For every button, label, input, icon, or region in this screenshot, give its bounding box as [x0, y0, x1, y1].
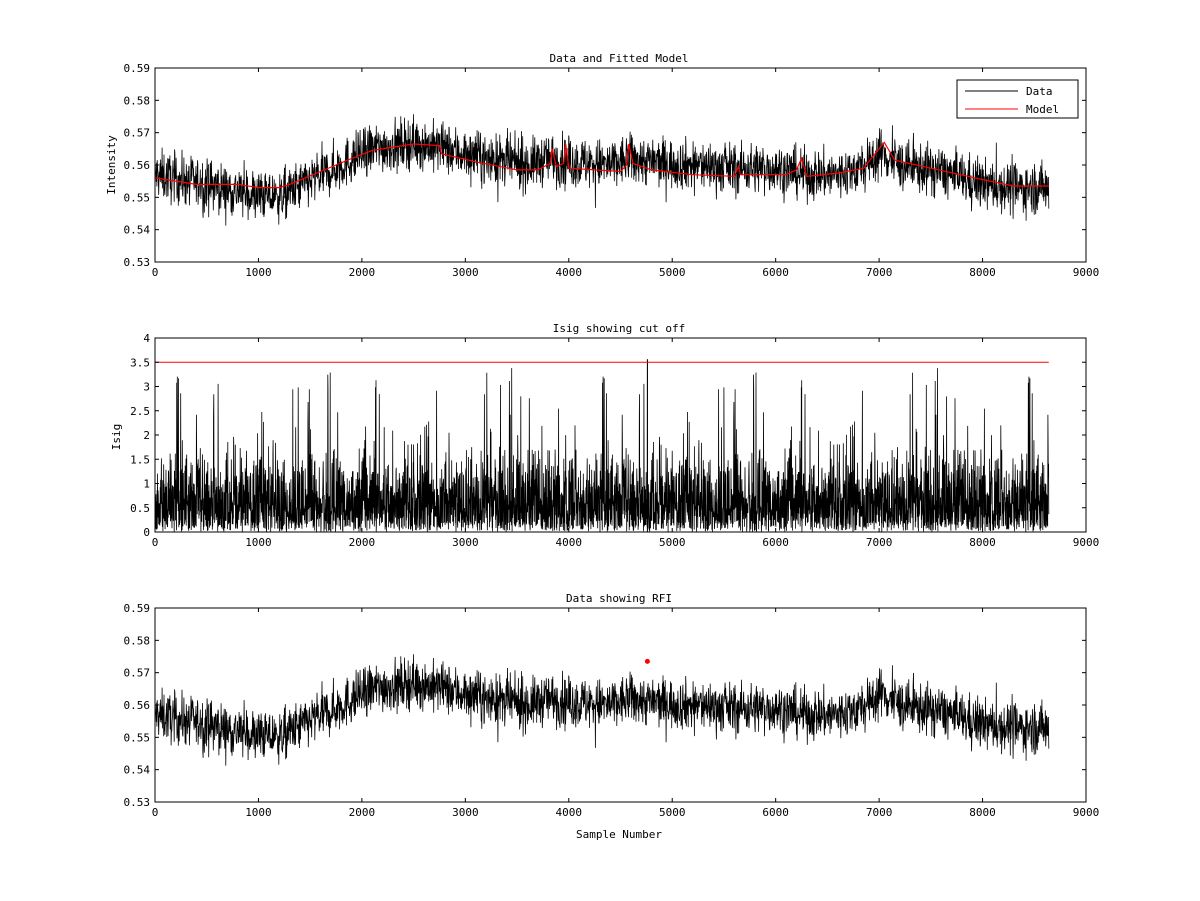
panel3-ytick-label: 0.55 — [124, 731, 151, 744]
panel3-xtick-label: 8000 — [969, 806, 996, 819]
panel2-ytick-label: 0 — [143, 526, 150, 539]
panel2-ytick-label: 2 — [143, 429, 150, 442]
panel1-xtick-label: 4000 — [556, 266, 583, 279]
panel2-xtick-label: 0 — [152, 536, 159, 549]
panel2-ylabel: Isig — [110, 424, 123, 451]
panel2-xtick-label: 2000 — [349, 536, 376, 549]
panel3-ytick-label: 0.54 — [124, 764, 151, 777]
panel2-xtick-label: 4000 — [556, 536, 583, 549]
panel2-xtick-label: 5000 — [659, 536, 686, 549]
isig-series-line — [154, 359, 1050, 533]
panel1-ytick-label: 0.58 — [124, 94, 151, 107]
panel2-xtick-label: 8000 — [969, 536, 996, 549]
panel1-ytick-label: 0.57 — [124, 127, 151, 140]
panel1-xtick-label: 7000 — [866, 266, 893, 279]
panel2-ytick-label: 0.5 — [130, 502, 150, 515]
panel2-xtick-label: 9000 — [1073, 536, 1100, 549]
panel1-ytick-label: 0.59 — [124, 62, 151, 75]
panel2-ytick-label: 1.5 — [130, 453, 150, 466]
panel1-xtick-label: 2000 — [349, 266, 376, 279]
panel1-ylabel: Intensity — [105, 135, 118, 195]
legend-data-label: Data — [1026, 85, 1053, 98]
panel1-ytick-label: 0.56 — [124, 159, 151, 172]
panel1-ytick-label: 0.54 — [124, 224, 151, 237]
panel2-xtick-label: 7000 — [866, 536, 893, 549]
panel2-xtick-label: 6000 — [762, 536, 789, 549]
panel2-xtick-label: 3000 — [452, 536, 479, 549]
panel3-xtick-label: 9000 — [1073, 806, 1100, 819]
panel3-ytick-label: 0.56 — [124, 699, 151, 712]
panel3-ytick-label: 0.53 — [124, 796, 151, 809]
panel1-ytick-label: 0.55 — [124, 191, 151, 204]
panel2-ytick-label: 2.5 — [130, 405, 150, 418]
rfi-point — [644, 658, 650, 664]
panel3-axes-box — [154, 607, 1087, 803]
panel2-xtick-label: 1000 — [245, 536, 272, 549]
model-series-line — [154, 141, 1049, 189]
panel3-xtick-label: 7000 — [866, 806, 893, 819]
panel3-ytick-label: 0.57 — [124, 667, 151, 680]
panel3-xtick-label: 3000 — [452, 806, 479, 819]
panel1-xtick-label: 8000 — [969, 266, 996, 279]
panel3-title: Data showing RFI — [566, 592, 672, 605]
panel2-ytick-label: 3 — [143, 381, 150, 394]
panel3-xtick-label: 4000 — [556, 806, 583, 819]
panel3-xtick-label: 5000 — [659, 806, 686, 819]
panel2-ytick-label: 1 — [143, 478, 150, 491]
panel1-ytick-label: 0.53 — [124, 256, 151, 269]
panel2-title: Isig showing cut off — [553, 322, 685, 335]
panel1-xtick-label: 5000 — [659, 266, 686, 279]
panel3-xtick-label: 2000 — [349, 806, 376, 819]
panel-data-and-model: Data and Fitted Model 0 1000 2000 3000 4000 5… — [105, 52, 1099, 279]
panel2-ytick-label: 4 — [143, 332, 150, 345]
panel3-xlabel: Sample Number — [576, 828, 662, 841]
panel1-xtick-label: 6000 — [762, 266, 789, 279]
panel3-ytick-label: 0.58 — [124, 634, 151, 647]
panel3-xtick-label: 0 — [152, 806, 159, 819]
panel1-xtick-label: 0 — [152, 266, 159, 279]
panel3-xtick-label: 1000 — [245, 806, 272, 819]
legend-box — [956, 79, 1079, 119]
rfi-data-series-line — [154, 654, 1050, 766]
panel2-ytick-label: 3.5 — [130, 356, 150, 369]
panel1-legend: Data Model — [956, 79, 1079, 119]
panel1-axes-box — [154, 67, 1087, 263]
panel1-xtick-label: 1000 — [245, 266, 272, 279]
panel-isig: Isig showing cut off 0 1000 2000 3000 4000 50… — [110, 322, 1099, 549]
panel1-xtick-label: 9000 — [1073, 266, 1100, 279]
panel1-title: Data and Fitted Model — [549, 52, 688, 65]
panel3-ytick-label: 0.59 — [124, 602, 151, 615]
panel1-xtick-label: 3000 — [452, 266, 479, 279]
panel3-xtick-label: 6000 — [762, 806, 789, 819]
panel-rfi: Data showing RFI 0 1000 2000 3000 4000 5000 60… — [124, 592, 1100, 841]
legend-model-label: Model — [1026, 103, 1059, 116]
